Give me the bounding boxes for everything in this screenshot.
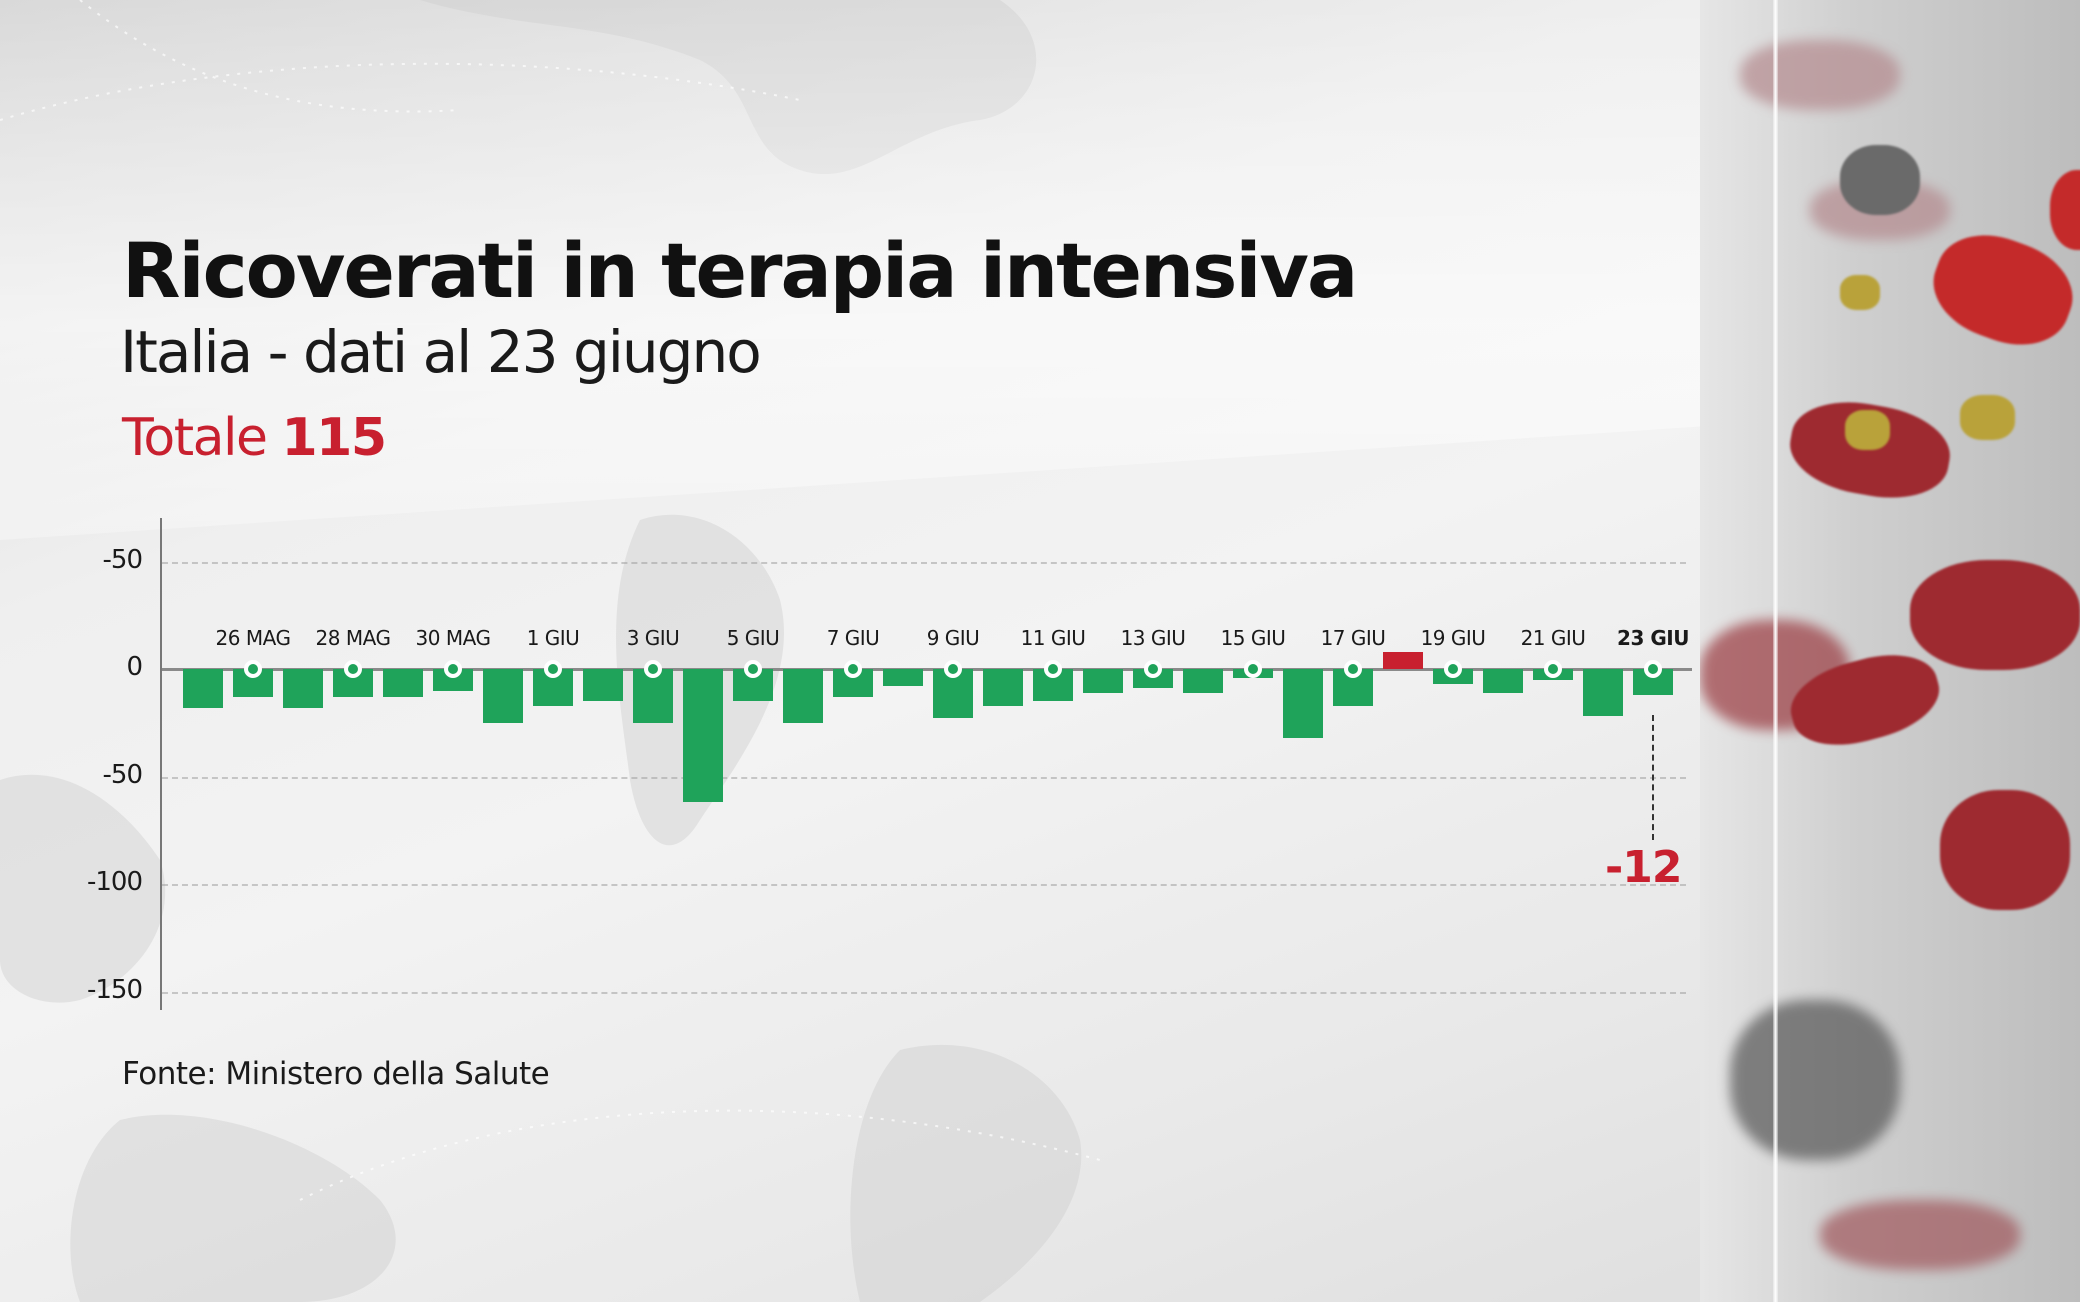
x-tick-label: 1 GIU [526,626,580,650]
date-marker [644,660,662,678]
x-tick-label: 23 GIU [1617,626,1689,650]
callout-value-label: -12 [1605,842,1682,893]
y-tick-label: -100 [86,867,143,897]
x-tick-label: 19 GIU [1420,626,1486,650]
bar-4-giu [683,669,723,803]
bar-30-mag [433,669,473,691]
gridline [162,561,1686,564]
bar-14-giu [1183,669,1223,693]
x-tick-label: 30 MAG [415,626,491,650]
bar-13-giu [1133,669,1173,689]
date-marker [1544,660,1562,678]
panel-divider [1773,0,1778,1302]
virus-illustration [1700,0,2080,1302]
bar-27-mag [283,669,323,708]
bar-2-giu [583,669,623,702]
bar-22-giu [1583,669,1623,717]
bar-31-mag [483,669,523,723]
x-tick-label: 5 GIU [726,626,780,650]
date-marker [1044,660,1062,678]
total-label: Totale [122,408,268,468]
bar-16-giu [1283,669,1323,738]
gridline [162,776,1686,779]
chart-subtitle: Italia - dati al 23 giugno [120,318,762,386]
x-tick-label: 17 GIU [1320,626,1386,650]
bar-12-giu [1083,669,1123,693]
y-tick-label: -50 [102,544,143,575]
x-tick-label: 26 MAG [215,626,291,650]
date-marker [1444,660,1462,678]
total-summary: Totale 115 [122,408,387,468]
gridline [162,884,1686,886]
y-tick-label: 0 [126,652,143,682]
date-marker [444,660,462,678]
callout-leader-line [1652,715,1654,840]
x-tick-label: 13 GIU [1120,626,1186,650]
y-tick-label: -150 [86,974,143,1005]
x-tick-label: 28 MAG [315,626,391,650]
bar-25-mag [183,669,223,708]
chart-title: Ricoverati in terapia intensiva [122,226,1358,315]
bar-6-giu [783,669,823,723]
date-marker [944,660,962,678]
date-marker [544,660,562,678]
bar-8-giu [883,669,923,687]
date-marker [844,660,862,678]
date-marker [1144,660,1162,678]
x-tick-label: 3 GIU [626,626,680,650]
date-marker [1644,660,1662,678]
date-marker [1244,660,1262,678]
zero-baseline [162,668,1692,671]
bar-29-mag [383,669,423,697]
bar-20-giu [1483,669,1523,693]
date-marker [744,660,762,678]
bar-10-giu [983,669,1023,706]
x-tick-label: 15 GIU [1220,626,1286,650]
y-tick-label: -50 [102,759,143,790]
date-marker [244,660,262,678]
bar-chart: -50 0 -50 -100 -150 26 MAG 28 MAG 30 MAG 1 GIU 3… [86,518,1692,1010]
y-axis [160,518,162,1010]
gridline [162,991,1686,994]
date-marker [344,660,362,678]
x-tick-label: 21 GIU [1520,626,1586,650]
bar-18-giu [1383,651,1423,669]
x-tick-label: 9 GIU [926,626,980,650]
date-marker [1344,660,1362,678]
x-tick-label: 7 GIU [826,626,880,650]
x-tick-label: 11 GIU [1020,626,1086,650]
source-note: Fonte: Ministero della Salute [122,1056,550,1092]
total-value: 115 [281,408,387,468]
